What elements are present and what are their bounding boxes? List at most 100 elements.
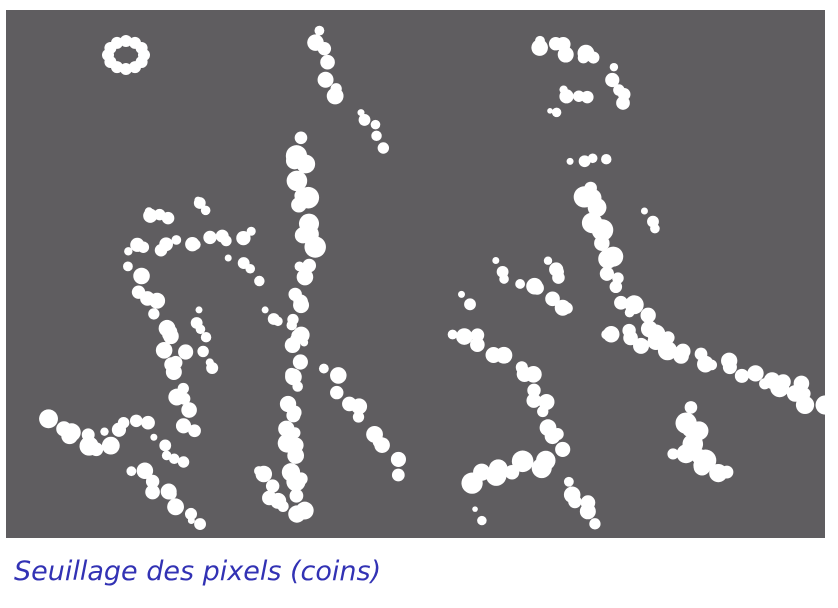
pixel-blob (294, 131, 308, 145)
pixel-blob (175, 418, 192, 434)
pixel-blob (581, 90, 594, 104)
pixel-blob (129, 61, 141, 74)
pixel-blob (515, 279, 526, 289)
pixel-blob (143, 208, 158, 223)
pixel-blob (456, 328, 473, 345)
pixel-blob (566, 157, 574, 165)
pixel-blob (236, 230, 251, 246)
pixel-blob (200, 205, 211, 216)
pixel-blob (178, 392, 191, 405)
pixel-blob (551, 107, 562, 118)
pixel-blob (391, 468, 405, 482)
pixel-blob (254, 275, 265, 287)
pixel-blob (555, 441, 571, 457)
pixel-blob (289, 488, 304, 503)
pixel-blob (470, 337, 485, 353)
pixel-blob (197, 345, 209, 358)
pixel-blob (101, 436, 120, 455)
pixel-blob (261, 306, 269, 314)
pixel-blob (126, 466, 137, 477)
pixel-blob (286, 472, 306, 492)
pixel-blob (661, 331, 675, 345)
pixel-blob (370, 119, 381, 130)
pixel-blob (255, 465, 273, 483)
pixel-blob (136, 462, 154, 480)
pixel-blob (133, 267, 150, 285)
pixel-blob (224, 254, 232, 262)
pixel-blob (330, 367, 347, 384)
pixel-blob (547, 108, 553, 114)
pixel-blob (526, 393, 542, 408)
pixel-blob (759, 378, 771, 390)
pixel-blob (722, 360, 737, 375)
pixel-blob (117, 416, 130, 429)
pixel-blob (374, 437, 390, 453)
pixel-blob (194, 518, 206, 530)
pixel-blob (187, 516, 195, 524)
pixel-blob (190, 239, 201, 250)
pixel-blob (287, 447, 305, 464)
pixel-blob (317, 71, 334, 88)
pixel-blob (245, 263, 256, 274)
pixel-blob (195, 306, 203, 314)
pixel-blob (296, 154, 316, 174)
pixel-blob (320, 54, 335, 70)
pixel-blob (161, 211, 175, 225)
pixel-blob (89, 442, 104, 457)
pixel-blob (472, 506, 478, 512)
pixel-blob (148, 308, 160, 320)
pixel-blob (286, 408, 301, 423)
pixel-blob (124, 247, 133, 256)
pixel-blob (177, 456, 190, 468)
pixel-blob (579, 503, 596, 520)
pixel-blob (317, 41, 332, 56)
pixel-blob (543, 256, 553, 265)
pixel-blob (525, 366, 542, 383)
pixel-blob (568, 494, 582, 509)
pixel-blob (292, 354, 308, 370)
pixel-blob (330, 385, 344, 400)
pixel-blob (155, 342, 173, 359)
pixel-blob (150, 433, 158, 441)
pixel-blob (141, 415, 155, 430)
pixel-blob (609, 280, 623, 294)
pixel-blob (684, 401, 698, 414)
pixel-blob (246, 226, 256, 236)
pixel-blob (750, 366, 761, 377)
pixel-blob (377, 142, 390, 154)
pixel-blob (165, 364, 182, 381)
pixel-blob (352, 411, 365, 423)
pixel-blob (676, 444, 696, 464)
pixel-blob (220, 235, 232, 247)
pixel-blob (326, 87, 344, 105)
pixel-blob (351, 398, 368, 415)
pixel-blob (464, 298, 476, 311)
pixel-blob (772, 377, 788, 394)
pixel-blob (390, 451, 407, 467)
pixel-blob (458, 290, 466, 298)
pixel-blob (614, 295, 628, 310)
pixel-blob (578, 155, 591, 168)
pixel-blob (516, 363, 526, 374)
pixel-blob (589, 518, 601, 530)
pixel-blob (647, 333, 665, 351)
pixel-blob (786, 385, 804, 402)
pixel-blob (296, 268, 314, 286)
pixel-blob (123, 261, 133, 272)
pixel-blob (137, 241, 150, 253)
pixel-blob (800, 398, 814, 412)
pixel-blob (165, 488, 177, 500)
pixel-blob (184, 507, 198, 520)
pixel-blob (815, 395, 825, 415)
pixel-blob (544, 428, 561, 445)
pixel-blob (599, 266, 614, 281)
pixel-blob (531, 39, 548, 56)
pixel-blob (120, 63, 132, 75)
pixel-blob (371, 130, 382, 142)
pixel-blob (563, 476, 574, 487)
pixel-blob (602, 325, 620, 343)
pixel-blob (62, 423, 81, 442)
pixel-blob (286, 170, 308, 192)
pixel-blob (514, 454, 531, 471)
pixel-blob (159, 237, 173, 252)
